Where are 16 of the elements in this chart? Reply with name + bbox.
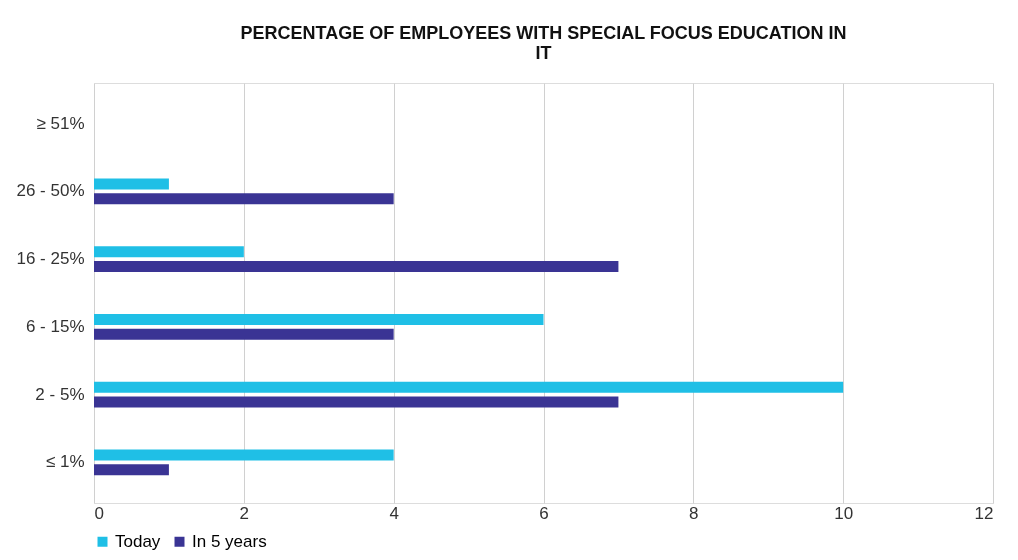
y-tick-label: 16 - 25% [16, 249, 85, 269]
chart-title: PERCENTAGE OF EMPLOYEES WITH SPECIAL FOCUS EDUCATION IN IT [240, 23, 847, 63]
x-tick-label: 10 [834, 503, 854, 523]
y-tick-label: 26 - 50% [16, 181, 85, 201]
x-tick-label: 0 [94, 503, 104, 523]
legend-label: In 5 years [192, 531, 267, 551]
y-tick-label: ≤ 1% [45, 452, 85, 472]
x-tick-label: 2 [239, 503, 250, 523]
y-tick-label: 6 - 15% [25, 316, 85, 336]
y-tick-label: ≥ 51% [36, 113, 85, 133]
legend-label: Today [115, 531, 161, 551]
x-tick-label: 12 [974, 503, 994, 523]
x-tick-label: 6 [539, 503, 549, 523]
x-tick-label: 4 [389, 503, 399, 523]
y-tick-label: 2 - 5% [35, 384, 85, 404]
x-tick-label: 8 [689, 503, 699, 523]
